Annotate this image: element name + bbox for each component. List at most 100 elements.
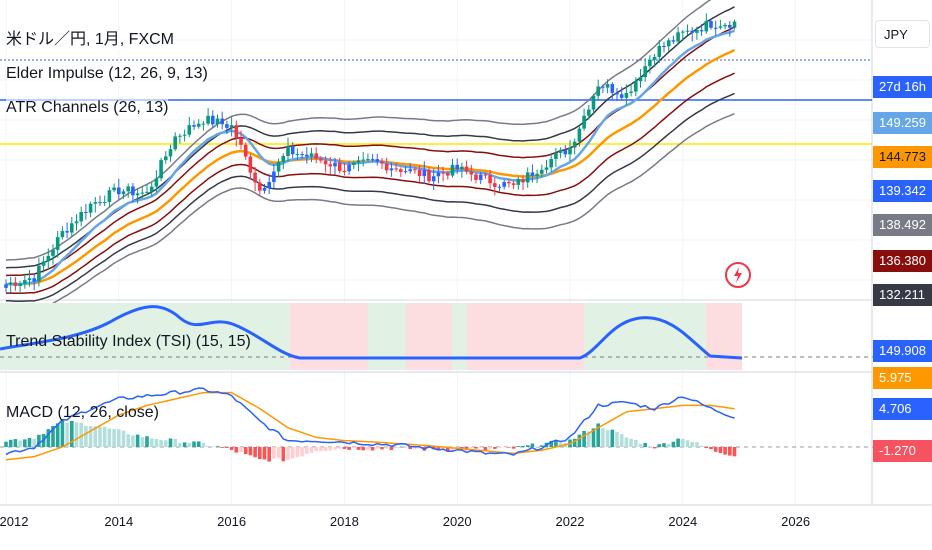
- macd-histogram-bar: [112, 428, 116, 447]
- candle-body: [187, 125, 192, 135]
- candle-body: [685, 30, 690, 32]
- macd-histogram-bar: [135, 434, 140, 447]
- macd-histogram-bar: [70, 420, 74, 447]
- macd-histogram-bar: [535, 446, 539, 447]
- candle-body: [107, 190, 112, 203]
- macd-histogram-bar: [605, 430, 610, 447]
- macd-histogram-bar: [286, 447, 290, 460]
- candle-body: [549, 158, 553, 168]
- macd-histogram-bar: [493, 447, 497, 449]
- candle-body: [178, 135, 182, 137]
- candle-body: [295, 154, 300, 156]
- candle-body: [196, 123, 201, 127]
- candle-body: [699, 30, 704, 32]
- macd-histogram-bar: [239, 447, 243, 453]
- candle-body: [55, 237, 60, 250]
- x-axis-label: 2024: [668, 514, 698, 529]
- macd-histogram-bar: [84, 425, 88, 447]
- candle-body: [192, 125, 196, 127]
- candle-body: [323, 160, 328, 165]
- candle-body: [577, 128, 582, 142]
- candle-body: [446, 173, 450, 176]
- macd-histogram-bar: [572, 438, 577, 447]
- candle-body: [704, 21, 709, 32]
- macd-histogram-bar: [23, 439, 27, 447]
- candle-body: [248, 156, 253, 173]
- candle-body: [272, 171, 276, 182]
- price-tag: 138.492: [873, 214, 932, 236]
- macd-histogram-bar: [558, 442, 563, 447]
- candle-body: [319, 158, 323, 161]
- candle-body: [511, 183, 516, 185]
- macd-histogram-bar: [436, 447, 441, 451]
- price-tag: 4.706: [873, 398, 932, 420]
- candle-body: [488, 175, 492, 184]
- tsi-zone: [290, 303, 368, 370]
- price-tag: 139.342: [873, 180, 932, 202]
- candle-body: [568, 147, 572, 155]
- macd-histogram-bar: [474, 447, 478, 449]
- candle-body: [652, 56, 657, 60]
- candle-body: [422, 169, 427, 177]
- macd-histogram-bar: [634, 439, 638, 447]
- symbol-legend[interactable]: 米ドル／円, 1月, FXCM: [6, 30, 175, 50]
- lightning-icon[interactable]: [725, 262, 751, 288]
- candle-body: [695, 30, 699, 33]
- macd-histogram-bar: [140, 437, 145, 447]
- candle-body: [51, 249, 55, 256]
- macd-histogram-bar: [450, 447, 455, 451]
- currency-label[interactable]: JPY: [875, 20, 930, 48]
- macd-histogram-bar: [690, 441, 694, 447]
- macd-histogram-bar: [234, 447, 239, 453]
- candle-body: [417, 169, 422, 177]
- macd-histogram-bar: [619, 434, 624, 447]
- macd-histogram-bar: [215, 446, 220, 447]
- macd-histogram-bar: [309, 447, 314, 453]
- candle-body: [370, 159, 375, 161]
- macd-histogram-bar: [370, 447, 375, 451]
- macd-histogram-bar: [159, 439, 163, 447]
- candle-body: [540, 169, 544, 174]
- macd-histogram-bar: [258, 447, 262, 460]
- macd-legend[interactable]: MACD (12, 26, close): [6, 404, 159, 421]
- candle-body: [74, 221, 79, 224]
- macd-histogram-bar: [699, 445, 704, 447]
- atr-channels-legend[interactable]: ATR Channels (26, 13): [6, 98, 169, 118]
- candle-body: [159, 160, 163, 179]
- candle-body: [32, 278, 36, 282]
- macd-histogram-bar: [121, 430, 126, 447]
- candle-body: [93, 202, 98, 204]
- macd-histogram-bar: [206, 445, 210, 447]
- macd-histogram-bar: [728, 447, 732, 456]
- candle-body: [723, 24, 727, 27]
- candle-body: [681, 31, 685, 33]
- x-axis-label: 2022: [555, 514, 585, 529]
- elder-impulse-legend[interactable]: Elder Impulse (12, 26, 9, 13): [6, 64, 208, 84]
- x-axis-label: 2016: [217, 514, 247, 529]
- macd-histogram-bar: [145, 436, 149, 447]
- candle-body: [27, 278, 32, 281]
- candle-body: [408, 169, 412, 172]
- tsi-zone: [467, 303, 584, 370]
- candle-body: [441, 172, 445, 174]
- candle-body: [333, 162, 337, 167]
- macd-histogram-bar: [178, 443, 182, 447]
- macd-histogram-bar: [107, 428, 112, 447]
- macd-histogram-bar: [417, 447, 422, 449]
- macd-histogram-bar: [305, 447, 309, 454]
- candle-body: [634, 81, 638, 92]
- candle-body: [399, 169, 403, 172]
- macd-histogram-bar: [662, 443, 666, 447]
- macd-histogram-bar: [168, 438, 173, 447]
- candle-body: [554, 152, 558, 159]
- candle-body: [413, 169, 417, 171]
- candle-body: [403, 171, 408, 173]
- candle-body: [450, 164, 455, 176]
- macd-histogram-bar: [478, 447, 483, 449]
- atr-channel-line: [5, 113, 735, 310]
- macd-histogram-bar: [314, 447, 318, 452]
- tsi-legend[interactable]: Trend Stability Index (TSI) (15, 15): [6, 333, 251, 350]
- candle-body: [582, 115, 586, 129]
- price-tag: 27d 16h: [873, 76, 932, 98]
